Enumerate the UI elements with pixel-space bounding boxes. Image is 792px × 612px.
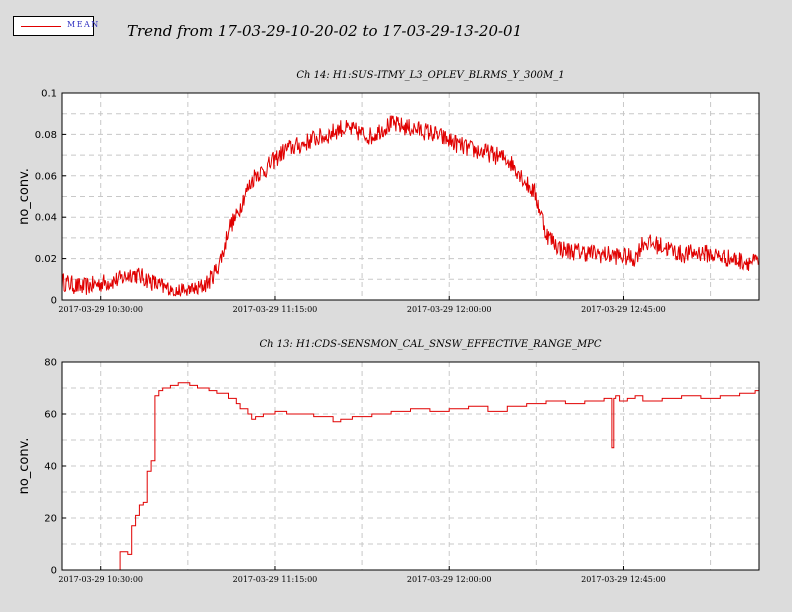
x-tick-label: 2017-03-29 12:45:00	[581, 575, 666, 584]
legend-swatch-mean	[21, 26, 61, 27]
y-tick-label: 0.08	[35, 130, 57, 141]
y-tick-label: 0.06	[35, 171, 57, 182]
x-tick-label: 2017-03-29 11:15:00	[233, 575, 318, 584]
chart-panel-2: 0 20 40 60 80 2017-03-29 10:30:00 2017-03-29 1…	[17, 339, 760, 584]
legend-box: MEAN	[13, 16, 98, 36]
y-tick-label: 0.04	[35, 213, 57, 224]
series-line-mean	[118, 382, 760, 571]
plot-area	[62, 362, 759, 570]
x-tick-label: 2017-03-29 12:00:00	[407, 575, 492, 584]
x-tick-label: 2017-03-29 10:30:00	[58, 305, 143, 314]
y-axis-label: no_conv.	[17, 438, 32, 495]
plot-frame	[61, 92, 760, 301]
x-tick-label: 2017-03-29 12:45:00	[581, 305, 666, 314]
x-tick-label: 2017-03-29 11:15:00	[233, 305, 318, 314]
chart-panel-1: 0 0.02 0.04 0.06 0.08 0.1 2017-03-29 10:30:00 2…	[17, 70, 760, 314]
y-tick-label: 0.02	[35, 254, 57, 265]
x-tick-label: 2017-03-29 12:00:00	[407, 305, 492, 314]
y-tick-label: 0	[51, 296, 57, 307]
chart-title: Ch 14: H1:SUS-ITMY_L3_OPLEV_BLRMS_Y_300M…	[296, 70, 564, 81]
y-tick-label: 40	[44, 462, 57, 473]
plot-area	[62, 93, 759, 300]
series-line-mean	[61, 115, 759, 297]
y-tick-label: 20	[44, 514, 57, 525]
chart-title: Ch 13: H1:CDS-SENSMON_CAL_SNSW_EFFECTIVE…	[259, 339, 601, 350]
y-tick-label: 80	[44, 358, 57, 369]
y-tick-label: 60	[44, 410, 57, 421]
x-tick-label: 2017-03-29 10:30:00	[58, 575, 143, 584]
legend-label-mean: MEAN	[67, 20, 100, 29]
y-axis-label: no_conv.	[17, 168, 32, 225]
page-title: Trend from 17-03-29-10-20-02 to 17-03-29…	[127, 22, 523, 40]
y-tick-label: 0.1	[41, 89, 57, 100]
y-tick-label: 0	[51, 566, 57, 577]
